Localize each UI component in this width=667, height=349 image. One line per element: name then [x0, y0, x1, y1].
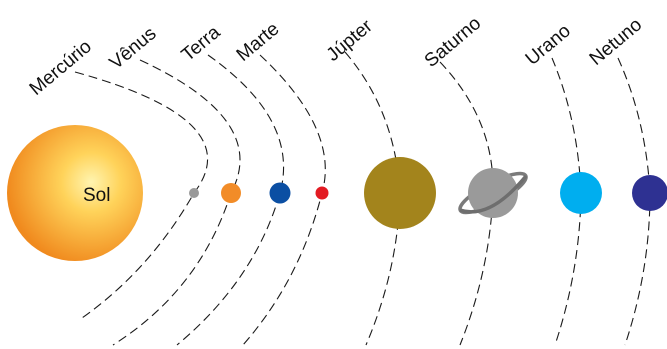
orbit-urano	[551, 57, 582, 346]
saturn-body	[468, 168, 518, 218]
sun: Sol	[7, 125, 143, 261]
label-saturno: Saturno	[421, 13, 485, 72]
orbit-terra	[176, 54, 284, 346]
sun-label: Sol	[83, 185, 110, 206]
planet-urano	[560, 172, 602, 214]
sun-disc	[7, 125, 143, 261]
planet-terra	[269, 182, 291, 204]
planet-jupter	[364, 157, 436, 229]
saturn-ring-front	[459, 174, 528, 214]
label-urano: Urano	[522, 20, 575, 69]
planet-labels: Mercúrio Vênus Terra Marte Júpter Saturn…	[26, 13, 646, 100]
label-marte: Marte	[233, 19, 284, 66]
label-mercurio: Mercúrio	[26, 36, 96, 100]
planets	[189, 157, 667, 229]
planet-saturno	[458, 168, 528, 218]
orbit-netuno	[617, 57, 651, 346]
planet-venus	[221, 183, 241, 203]
planet-mercurio	[189, 188, 199, 198]
label-netuno: Netuno	[586, 14, 646, 69]
planet-marte	[315, 186, 329, 200]
planet-netuno	[632, 175, 667, 211]
label-venus: Vênus	[106, 23, 161, 74]
label-terra: Terra	[178, 22, 225, 66]
